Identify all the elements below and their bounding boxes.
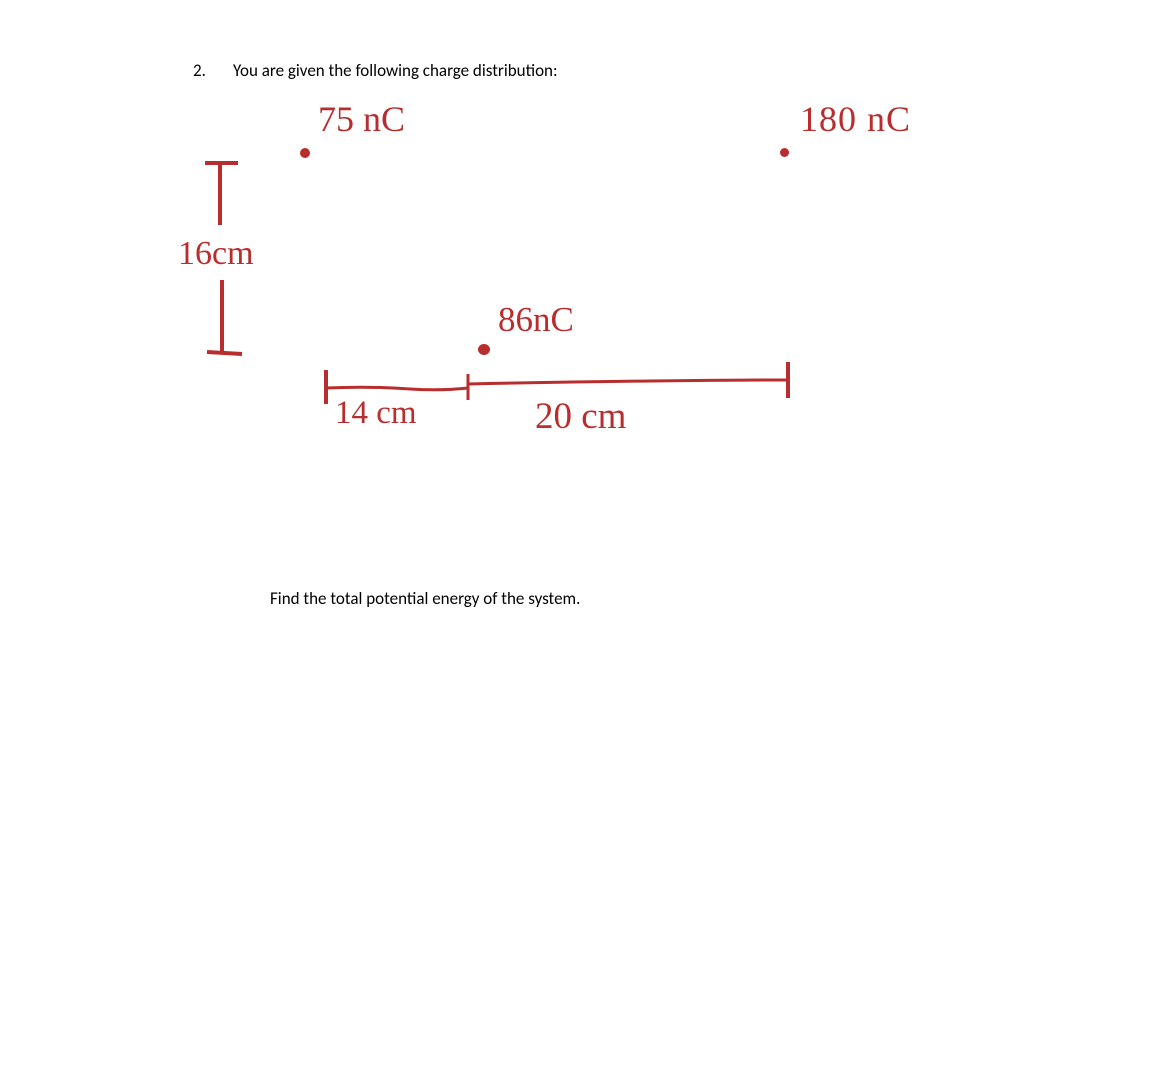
charge-q2-label: 180 nC — [800, 98, 911, 140]
problem-instruction: Find the total potential energy of the s… — [270, 588, 580, 609]
charge-q3-dot — [478, 344, 490, 355]
charge-q3-label: 86nC — [498, 300, 574, 340]
diagram-lines — [0, 0, 1170, 1081]
dimension-horizontal-right: 20 cm — [535, 395, 626, 438]
physics-problem-page: 2. You are given the following charge di… — [0, 0, 1170, 1081]
dimension-horizontal-left: 14 cm — [335, 395, 417, 432]
charge-q2-dot — [780, 148, 789, 157]
dimension-vertical: 16cm — [178, 235, 254, 273]
charge-q1-dot — [300, 148, 310, 158]
problem-prompt: You are given the following charge distr… — [233, 60, 558, 81]
problem-number: 2. — [193, 60, 206, 81]
charge-q1-label: 75 nC — [318, 98, 405, 140]
